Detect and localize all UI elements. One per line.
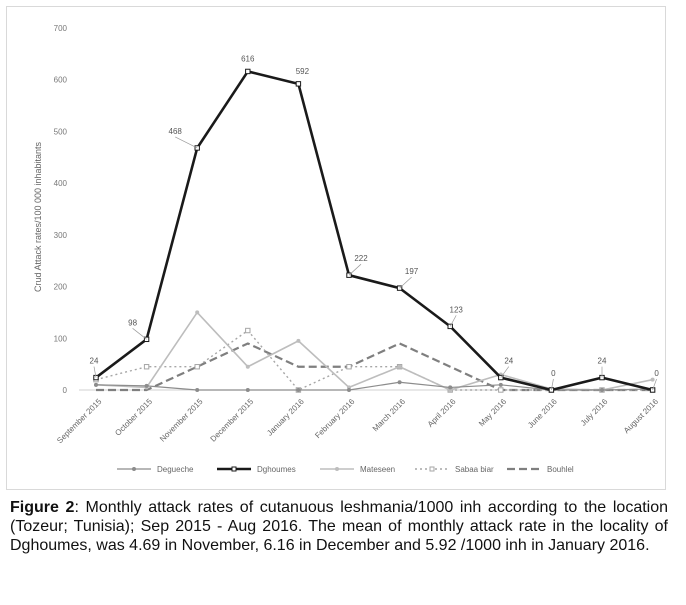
data-point bbox=[397, 380, 402, 385]
data-point bbox=[600, 388, 604, 392]
leader-line bbox=[132, 328, 147, 340]
series-line bbox=[95, 381, 653, 391]
figure-label: Figure 2 bbox=[10, 499, 75, 516]
data-label: 24 bbox=[90, 357, 99, 366]
legend-label: Degueche bbox=[157, 465, 194, 474]
data-point bbox=[245, 388, 250, 392]
x-tick-label: November 2015 bbox=[158, 397, 205, 444]
data-point bbox=[94, 382, 98, 387]
data-label: 0 bbox=[654, 369, 659, 378]
series-line bbox=[95, 70, 653, 392]
legend-marker bbox=[335, 467, 339, 471]
data-label: 24 bbox=[504, 357, 513, 366]
y-tick-label: 300 bbox=[54, 231, 68, 240]
x-tick-label: October 2015 bbox=[113, 397, 154, 438]
legend: Degueche Dghoumes Mateseen Sabaa biar Bouhle… bbox=[117, 465, 574, 474]
legend-label: Dghoumes bbox=[257, 465, 296, 474]
data-point bbox=[245, 364, 250, 369]
data-point bbox=[295, 81, 302, 87]
y-tick-label: 400 bbox=[54, 179, 68, 188]
data-point bbox=[498, 387, 504, 393]
y-tick-label: 200 bbox=[54, 283, 68, 292]
x-tick-label: May 2016 bbox=[477, 397, 509, 429]
x-tick-label: January 2016 bbox=[265, 397, 306, 438]
data-point bbox=[448, 385, 453, 390]
legend-label: Bouhlel bbox=[547, 465, 574, 474]
data-label: 197 bbox=[405, 267, 419, 276]
x-tick-label: July 2016 bbox=[579, 397, 610, 428]
data-point bbox=[93, 374, 99, 381]
data-point bbox=[195, 388, 200, 392]
leader-line bbox=[399, 276, 412, 289]
leader-line bbox=[348, 263, 362, 276]
legend-marker bbox=[231, 466, 237, 472]
chart-frame: Crud Attack rates/100 000 inhabitants 0 1… bbox=[6, 6, 666, 490]
leader-line bbox=[175, 136, 198, 149]
data-point bbox=[650, 377, 655, 382]
y-tick-label: 700 bbox=[54, 24, 68, 33]
caption-text: : Monthly attack rates of cutanuous lesh… bbox=[10, 499, 669, 554]
y-tick-label: 100 bbox=[54, 334, 68, 343]
data-label: 592 bbox=[296, 67, 310, 76]
x-tick-label: March 2016 bbox=[371, 397, 408, 434]
series-layer bbox=[93, 68, 656, 393]
x-tick-label: December 2015 bbox=[209, 397, 256, 444]
data-point bbox=[346, 364, 352, 370]
data-label: 0 bbox=[551, 369, 556, 378]
x-tick-label: April 2016 bbox=[426, 397, 458, 429]
data-label: 24 bbox=[598, 357, 607, 366]
leader-line bbox=[551, 378, 554, 391]
y-tick-label: 500 bbox=[54, 127, 68, 136]
data-point bbox=[498, 374, 504, 381]
data-label: 222 bbox=[354, 254, 368, 263]
data-point bbox=[447, 323, 453, 330]
data-point bbox=[296, 338, 301, 343]
data-point bbox=[195, 310, 200, 315]
data-point bbox=[245, 327, 251, 334]
legend-label: Mateseen bbox=[360, 465, 395, 474]
data-point bbox=[296, 388, 301, 392]
leader-line bbox=[652, 378, 657, 391]
data-point bbox=[144, 383, 149, 388]
leader-line bbox=[449, 315, 457, 327]
line-chart: Crud Attack rates/100 000 inhabitants 0 1… bbox=[33, 24, 661, 474]
data-point bbox=[498, 382, 503, 387]
x-tick-label: September 2015 bbox=[55, 397, 104, 446]
x-tick-label: February 2016 bbox=[313, 397, 357, 441]
y-axis-label: Crud Attack rates/100 000 inhabitants bbox=[33, 141, 43, 292]
leader-line bbox=[93, 366, 97, 378]
data-label: 616 bbox=[241, 54, 255, 63]
axes-layer: 0 100 200 300 400 500 600 700 September 2015 Octo… bbox=[54, 24, 661, 445]
legend-marker bbox=[132, 467, 136, 471]
y-tick-label: 600 bbox=[54, 76, 68, 85]
x-tick-label: June 2016 bbox=[526, 397, 559, 430]
legend-marker bbox=[429, 466, 435, 472]
x-tick-label: August 2016 bbox=[622, 397, 661, 436]
data-point bbox=[347, 388, 351, 392]
data-label: 468 bbox=[169, 127, 183, 136]
figure-caption: Figure 2: Monthly attack rates of cutanu… bbox=[10, 498, 668, 555]
data-point bbox=[397, 364, 402, 369]
data-point bbox=[194, 364, 200, 370]
data-label: 98 bbox=[128, 318, 137, 327]
series-line bbox=[95, 311, 653, 391]
data-point bbox=[346, 272, 352, 278]
legend-label: Sabaa biar bbox=[455, 465, 494, 474]
data-labels-layer: 24 98 468 616 592 222 197 123 24 0 24 0 bbox=[90, 54, 659, 391]
data-point bbox=[143, 364, 150, 370]
data-label: 123 bbox=[450, 305, 464, 314]
data-point bbox=[245, 68, 251, 75]
y-tick-label: 0 bbox=[63, 386, 68, 395]
leader-line bbox=[500, 366, 510, 378]
